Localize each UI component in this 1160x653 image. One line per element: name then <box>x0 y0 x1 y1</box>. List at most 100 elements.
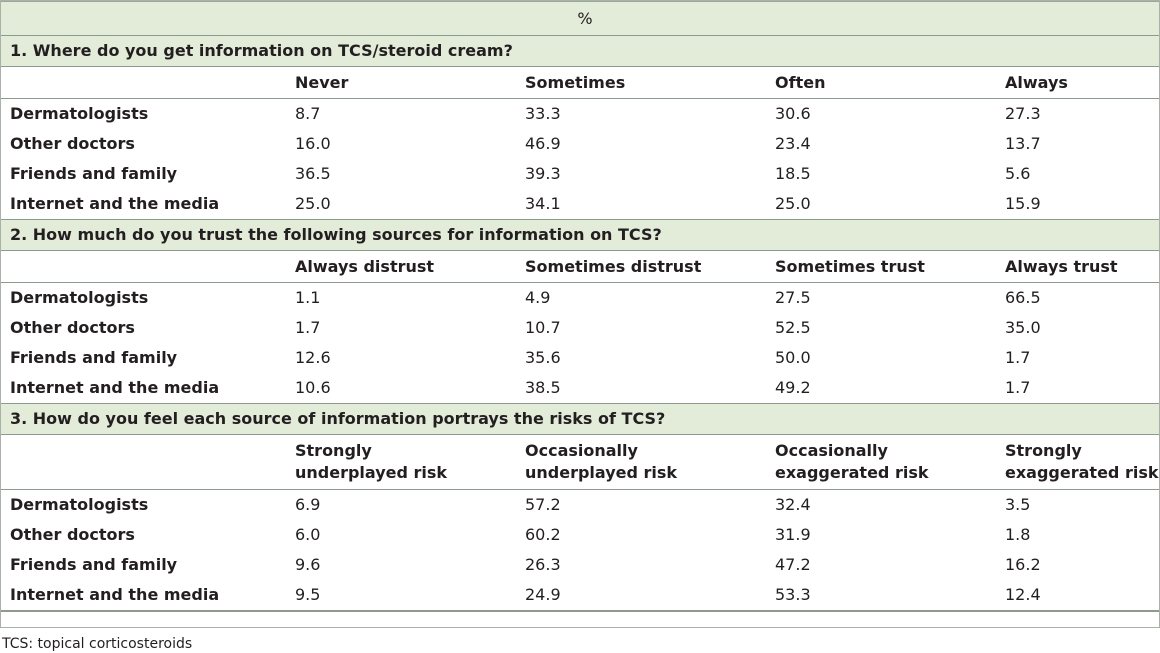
row-label: Dermatologists <box>0 98 285 129</box>
column-header: Always distrust <box>295 256 435 276</box>
column-header: Always trust <box>1005 256 1118 276</box>
column-header-empty <box>0 435 285 490</box>
cell-value: 34.1 <box>525 194 561 213</box>
cell-value: 13.7 <box>1005 134 1041 153</box>
cell-value: 1.7 <box>1005 348 1031 367</box>
section-question: 1. Where do you get information on TCS/s… <box>0 35 1160 67</box>
table-row: Other doctors 1.7 10.7 52.5 35.0 <box>0 313 1160 343</box>
cell-value: 25.0 <box>775 194 811 213</box>
cell-value: 3.5 <box>995 489 1160 520</box>
table-row: Friends and family 36.5 39.3 18.5 5.6 <box>0 159 1160 189</box>
section-question-row: 1. Where do you get information on TCS/s… <box>0 35 1160 67</box>
cell-value: 53.3 <box>765 580 995 612</box>
cell-value: 1.1 <box>285 282 515 313</box>
column-header: Always <box>1005 72 1068 92</box>
cell-value: 4.9 <box>515 282 765 313</box>
cell-value: 27.3 <box>995 98 1160 129</box>
row-label: Other doctors <box>10 525 135 544</box>
cell-value: 57.2 <box>515 489 765 520</box>
table-row: Internet and the media 25.0 34.1 25.0 15.9 <box>0 189 1160 220</box>
row-label: Other doctors <box>10 134 135 153</box>
column-header: Sometimes trust <box>775 256 925 276</box>
row-label: Internet and the media <box>0 580 285 612</box>
cell-value: 46.9 <box>525 134 561 153</box>
section-question: 2. How much do you trust the following s… <box>0 219 1160 251</box>
cell-value: 6.0 <box>295 525 321 544</box>
table-row: Other doctors 6.0 60.2 31.9 1.8 <box>0 520 1160 550</box>
cell-value: 9.6 <box>295 555 321 574</box>
column-header-row: Strongly underplayed risk Occasionally unde… <box>0 435 1160 490</box>
cell-value: 1.7 <box>295 318 321 337</box>
column-header: Sometimes distrust <box>525 256 702 276</box>
cell-value: 33.3 <box>515 98 765 129</box>
table-row: Dermatologists 8.7 33.3 30.6 27.3 <box>0 98 1160 129</box>
cell-value: 36.5 <box>295 164 331 183</box>
section-question-row: 3. How do you feel each source of inform… <box>0 403 1160 435</box>
cell-value: 35.0 <box>1005 318 1041 337</box>
cell-value: 1.7 <box>1005 378 1031 397</box>
row-label: Dermatologists <box>0 282 285 313</box>
column-header-empty <box>0 67 285 99</box>
column-header-line: Occasionally <box>525 441 638 460</box>
column-header: Occasionally underplayed risk <box>515 435 765 490</box>
cell-value: 24.9 <box>515 580 765 612</box>
footnote: TCS: topical corticosteroids <box>2 636 193 652</box>
column-header: Often <box>775 72 826 92</box>
cell-value: 38.5 <box>525 378 561 397</box>
row-label: Internet and the media <box>10 378 220 397</box>
cell-value: 31.9 <box>775 525 811 544</box>
cell-value: 60.2 <box>525 525 561 544</box>
row-label: Dermatologists <box>0 489 285 520</box>
survey-table-body: % 1. Where do you get information on TCS… <box>0 0 1160 612</box>
percent-header-row: % <box>0 0 1160 36</box>
cell-value: 18.5 <box>775 164 811 183</box>
column-header-row: Always distrust Sometimes distrust Sometim… <box>0 251 1160 283</box>
column-header: Strongly underplayed risk <box>285 435 515 490</box>
column-header-line: underplayed risk <box>525 463 678 482</box>
cell-value: 10.6 <box>295 378 331 397</box>
column-header: Never <box>295 72 349 92</box>
row-label: Friends and family <box>10 348 178 367</box>
cell-value: 6.9 <box>285 489 515 520</box>
row-label: Friends and family <box>10 164 178 183</box>
survey-table: % 1. Where do you get information on TCS… <box>0 0 1160 612</box>
table-row: Other doctors 16.0 46.9 23.4 13.7 <box>0 129 1160 159</box>
cell-value: 32.4 <box>765 489 995 520</box>
cell-value: 9.5 <box>285 580 515 612</box>
cell-value: 49.2 <box>775 378 811 397</box>
cell-value: 12.4 <box>995 580 1160 612</box>
percent-label: % <box>0 0 1160 36</box>
table-row: Dermatologists 6.9 57.2 32.4 3.5 <box>0 489 1160 520</box>
cell-value: 8.7 <box>285 98 515 129</box>
column-header-row: Never Sometimes Often Always <box>0 67 1160 99</box>
column-header-line: exaggerated risk <box>1005 463 1159 482</box>
cell-value: 47.2 <box>775 555 811 574</box>
table-row: Internet and the media 10.6 38.5 49.2 1.7 <box>0 373 1160 404</box>
cell-value: 10.7 <box>525 318 561 337</box>
row-label: Friends and family <box>10 555 178 574</box>
row-label: Other doctors <box>10 318 135 337</box>
column-header-line: Occasionally <box>775 441 888 460</box>
cell-value: 26.3 <box>525 555 561 574</box>
cell-value: 25.0 <box>295 194 331 213</box>
column-header-empty <box>0 251 285 283</box>
cell-value: 1.8 <box>1005 525 1031 544</box>
section-question: 3. How do you feel each source of inform… <box>0 403 1160 435</box>
cell-value: 23.4 <box>775 134 811 153</box>
cell-value: 52.5 <box>775 318 811 337</box>
column-header-line: underplayed risk <box>295 463 448 482</box>
section-question-row: 2. How much do you trust the following s… <box>0 219 1160 251</box>
cell-value: 39.3 <box>525 164 561 183</box>
column-header: Strongly exaggerated risk <box>995 435 1160 490</box>
cell-value: 30.6 <box>765 98 995 129</box>
cell-value: 35.6 <box>525 348 561 367</box>
cell-value: 27.5 <box>765 282 995 313</box>
table-row: Friends and family 12.6 35.6 50.0 1.7 <box>0 343 1160 373</box>
column-header-line: exaggerated risk <box>775 463 929 482</box>
row-label: Internet and the media <box>10 194 220 213</box>
table-row: Internet and the media 9.5 24.9 53.3 12.4 <box>0 580 1160 612</box>
table-row: Friends and family 9.6 26.3 47.2 16.2 <box>0 550 1160 580</box>
table-row: Dermatologists 1.1 4.9 27.5 66.5 <box>0 282 1160 313</box>
cell-value: 66.5 <box>995 282 1160 313</box>
cell-value: 50.0 <box>775 348 811 367</box>
